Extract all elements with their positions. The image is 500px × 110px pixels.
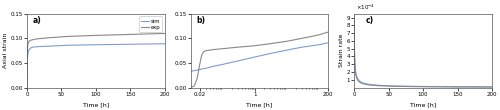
exp	[30, 39, 36, 40]
exp	[66, 36, 71, 37]
Text: a): a)	[32, 16, 41, 25]
exp	[25, 43, 31, 44]
Y-axis label: Strain rate: Strain rate	[339, 34, 344, 67]
sim	[25, 52, 31, 54]
X-axis label: Time [h]: Time [h]	[410, 102, 436, 107]
Legend: sim, exp: sim, exp	[139, 16, 162, 32]
exp	[26, 42, 32, 43]
exp	[93, 35, 99, 36]
Text: $\times10^{-4}$: $\times10^{-4}$	[356, 3, 374, 12]
X-axis label: Time [h]: Time [h]	[82, 102, 109, 107]
exp	[24, 87, 30, 88]
exp	[162, 33, 168, 34]
exp	[128, 34, 134, 35]
exp	[26, 41, 32, 42]
sim	[162, 43, 168, 44]
sim	[24, 55, 30, 56]
sim	[128, 44, 134, 45]
Text: c): c)	[365, 16, 374, 25]
sim	[66, 45, 71, 46]
sim	[28, 48, 34, 49]
sim	[24, 60, 30, 61]
Y-axis label: Axial strain: Axial strain	[3, 33, 8, 68]
exp	[44, 37, 51, 38]
sim	[24, 87, 30, 88]
X-axis label: Time [h]: Time [h]	[246, 102, 272, 107]
Line: exp: exp	[27, 33, 165, 87]
Text: b): b)	[196, 16, 205, 25]
sim	[30, 47, 36, 48]
exp	[24, 50, 30, 51]
sim	[26, 51, 32, 52]
sim	[44, 46, 51, 47]
exp	[34, 38, 40, 39]
Line: sim: sim	[27, 44, 165, 87]
exp	[28, 40, 34, 41]
sim	[26, 49, 32, 50]
sim	[93, 44, 99, 45]
exp	[24, 45, 30, 46]
sim	[34, 46, 40, 47]
